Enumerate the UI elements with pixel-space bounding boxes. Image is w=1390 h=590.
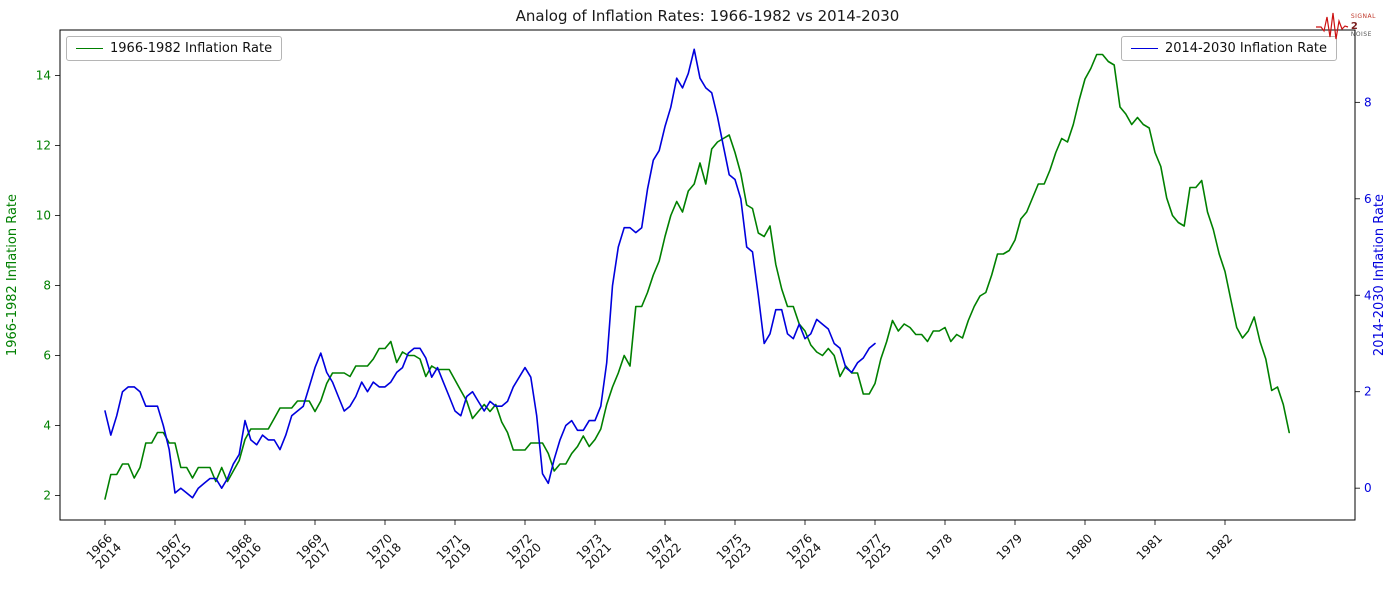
- legend-right-label: 2014-2030 Inflation Rate: [1164, 41, 1327, 56]
- left-axis-label: 1966-1982 Inflation Rate: [5, 193, 20, 357]
- svg-text:6: 6: [1364, 192, 1372, 206]
- signal2noise-logo: SIGNAL 2 NOISE: [1315, 8, 1376, 44]
- right-axis-label-wrap: 2014-2030 Inflation Rate: [1372, 30, 1387, 520]
- waveform-icon: [1315, 12, 1349, 40]
- logo-text: SIGNAL 2 NOISE: [1350, 12, 1376, 38]
- legend-right-line-sample: [1130, 48, 1158, 49]
- legend-right: 2014-2030 Inflation Rate: [1120, 36, 1337, 61]
- svg-text:4: 4: [1364, 288, 1372, 302]
- logo-text-2: 2: [1350, 20, 1358, 32]
- right-axis-label: 2014-2030 Inflation Rate: [1372, 193, 1387, 357]
- legend-left: 1966-1982 Inflation Rate: [66, 36, 283, 61]
- svg-text:12: 12: [36, 139, 51, 153]
- logo-text-signal: SIGNAL: [1350, 12, 1376, 20]
- svg-text:8: 8: [1364, 95, 1372, 109]
- legend-left-line-sample: [76, 48, 103, 49]
- svg-text:1978: 1978: [924, 531, 955, 562]
- svg-text:0: 0: [1364, 481, 1372, 495]
- svg-text:1982: 1982: [1204, 531, 1235, 562]
- svg-text:1981: 1981: [1134, 531, 1165, 562]
- svg-text:1980: 1980: [1064, 531, 1095, 562]
- svg-text:2: 2: [1364, 385, 1372, 399]
- svg-text:6: 6: [43, 349, 51, 363]
- left-axis-label-wrap: 1966-1982 Inflation Rate: [5, 30, 20, 520]
- svg-text:8: 8: [43, 279, 51, 293]
- svg-text:10: 10: [36, 209, 51, 223]
- svg-text:2: 2: [43, 489, 51, 503]
- svg-text:4: 4: [43, 419, 51, 433]
- svg-text:14: 14: [36, 69, 51, 83]
- logo-text-noise: NOISE: [1350, 30, 1372, 38]
- legend-left-label: 1966-1982 Inflation Rate: [110, 41, 273, 56]
- chart-title: Analog of Inflation Rates: 1966-1982 vs …: [515, 7, 900, 25]
- svg-text:1979: 1979: [994, 531, 1025, 562]
